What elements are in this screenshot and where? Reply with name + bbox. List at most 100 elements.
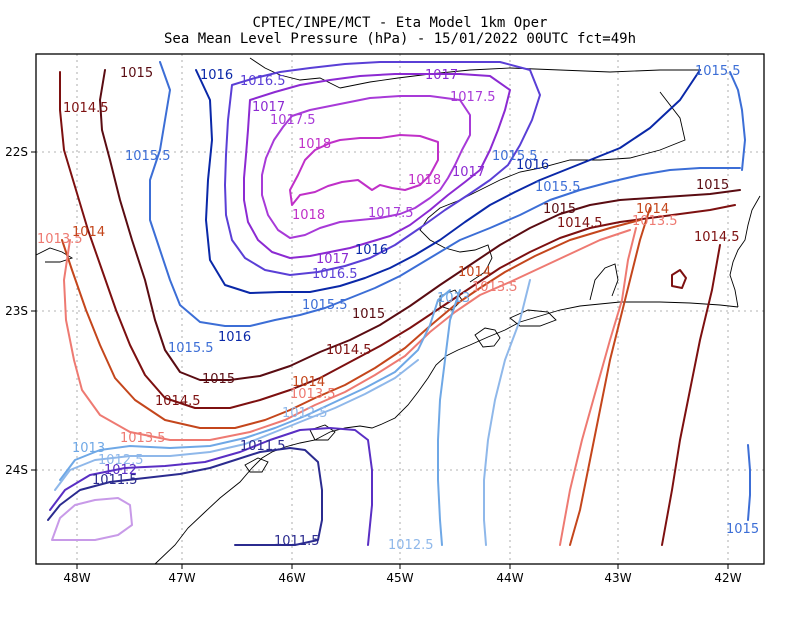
isobar-label: 1013.5 (120, 431, 166, 446)
x-tick-label: 45W (386, 571, 413, 585)
isobar-1016-5 (224, 61, 541, 276)
isobar-1013-5 (63, 229, 631, 441)
interior-boundary (339, 67, 700, 89)
island-ilhabela (474, 327, 501, 348)
island-grande (509, 309, 557, 327)
y-tick-label: 23S (5, 304, 28, 318)
isobar-label: 1012.5 (98, 453, 144, 468)
isobar-1015-5 (149, 61, 741, 327)
isobar-label: 1015.5 (535, 180, 581, 195)
isobar-label: 1016.5 (240, 74, 286, 89)
isobar-label: 1012.5 (388, 538, 434, 553)
isobar-label: 1014.5 (63, 101, 109, 116)
isobar-label: 1015 (543, 202, 576, 217)
isobar-1013 (59, 289, 451, 481)
isobar-label: 1015.5 (168, 341, 214, 356)
isobar-1013-5-east (559, 227, 637, 546)
y-tick-labels: 22S 23S 24S (5, 145, 28, 477)
isobar-1017-5 (261, 95, 471, 239)
x-tick-label: 46W (278, 571, 305, 585)
isobar-1014-5-loop (671, 269, 687, 289)
x-tick-label: 43W (604, 571, 631, 585)
coastline-main (154, 301, 739, 565)
isobar-label: 1017.5 (450, 90, 496, 105)
isobar-label: 1016 (516, 158, 549, 173)
graticule (36, 54, 764, 564)
isobar-label: 1018 (292, 208, 325, 223)
isobar-label: 1016 (355, 243, 388, 258)
isobar-label: 1014 (636, 202, 669, 217)
x-tick-label: 47W (168, 571, 195, 585)
isobar-label: 1011.5 (92, 473, 138, 488)
isobar-1012-5-east (483, 279, 531, 546)
isobar-label: 1013 (437, 291, 470, 306)
isobar-low-lilac (51, 497, 133, 541)
isobar-label: 1012.5 (282, 406, 328, 421)
isobar-1012 (49, 427, 373, 546)
isobar-label: 1017.5 (270, 113, 316, 128)
isobar-label: 1018 (408, 173, 441, 188)
isobar-label: 1014 (458, 265, 491, 280)
island-sao-sebastiao (439, 289, 463, 311)
isobar-label: 1015.5 (125, 149, 171, 164)
isobar-label: 1017 (316, 252, 349, 267)
isobar-label: 1017 (252, 100, 285, 115)
isobar-label: 1013 (72, 441, 105, 456)
isobar-label: 1015.5 (695, 64, 741, 79)
x-tick-label: 48W (63, 571, 90, 585)
isobar-1011-5 (47, 447, 323, 546)
isobar-1015-5-e (747, 444, 751, 521)
isobar-label: 1016 (218, 330, 251, 345)
isobar-1018 (289, 134, 439, 206)
isobar-label: 1013.5 (290, 387, 336, 402)
isobar-label: 1014 (72, 225, 105, 240)
isobar-label: 1017 (452, 165, 485, 180)
isobar-label: 1011.5 (274, 534, 320, 549)
isobar-label: 1015 (202, 372, 235, 387)
coastline-north (729, 195, 761, 308)
x-tick-labels: 48W 47W 46W 45W 44W 43W 42W (63, 571, 741, 585)
isobar-label: 1015.5 (302, 298, 348, 313)
y-tick-label: 24S (5, 463, 28, 477)
isobar-label: 1011.5 (240, 439, 286, 454)
inlet-south (244, 457, 269, 473)
bay-guanabara (589, 263, 619, 301)
isobar-labels: 1015 1016 1016.5 1017 1015.5 1014.5 1017… (37, 64, 759, 553)
isobar-1014-5-east (661, 244, 721, 546)
isobar-1014 (61, 219, 641, 429)
isobar-label: 1014 (292, 375, 325, 390)
inlet-south-2 (309, 424, 336, 441)
isobar-label: 1014.5 (155, 394, 201, 409)
isobar-label: 1017.5 (368, 206, 414, 221)
isobar-label: 1014.5 (694, 230, 740, 245)
isobar-label: 1014.5 (557, 216, 603, 231)
isobar-label: 1013.5 (472, 280, 518, 295)
isobar-label: 1018 (298, 137, 331, 152)
interior-boundary-3 (249, 57, 341, 89)
tick-marks (31, 151, 729, 569)
isobar-1017 (243, 73, 511, 259)
isobar-label: 1017 (425, 68, 458, 83)
isobar-label: 1016 (200, 68, 233, 83)
x-tick-label: 42W (714, 571, 741, 585)
isobar-label: 1015 (352, 307, 385, 322)
isobar-label: 1013.5 (632, 214, 678, 229)
y-tick-label: 22S (5, 145, 28, 159)
isobar-label: 1015 (726, 522, 759, 537)
isobar-label: 1013.5 (37, 232, 83, 247)
x-tick-label: 44W (496, 571, 523, 585)
isobar-1014-east (569, 207, 651, 546)
isobar-label: 1015.5 (492, 149, 538, 164)
isobar-label: 1015 (120, 66, 153, 81)
title-line-2: Sea Mean Level Pressure (hPa) - 15/01/20… (164, 31, 636, 47)
isobar-1013-east (437, 289, 461, 546)
isobar-label: 1012 (104, 463, 137, 478)
title-line-1: CPTEC/INPE/MCT - Eta Model 1km Oper (252, 15, 547, 31)
isobar-label: 1016.5 (312, 267, 358, 282)
isobar-1016 (195, 69, 701, 294)
isobar-1014-5 (59, 71, 736, 409)
isobar-1015-5-ne (729, 71, 746, 171)
isobar-label: 1015 (696, 178, 729, 193)
